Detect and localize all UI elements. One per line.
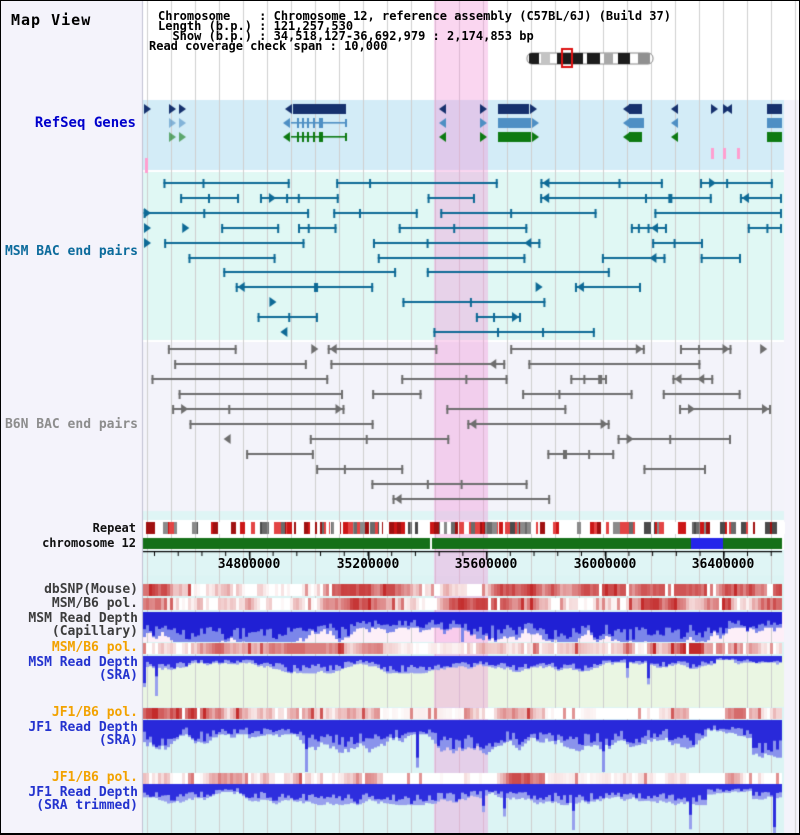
header-line-3: Show (b.p.) : 34,518,127-36,692,979 : 2,… — [158, 29, 534, 43]
jf1-read-depth-sra-sub: (SRA) — [98, 733, 138, 748]
msm-read-depth-sra-label: MSM Read Depth — [28, 655, 138, 670]
header-line-2: Length (b.p.) : 121,257,530 — [158, 19, 354, 33]
chromosome-12-label: chromosome 12 — [42, 536, 136, 550]
msm-read-depth-sra-sub: (SRA) — [98, 668, 138, 683]
msm-bac-label: MSM BAC end pairs — [4, 244, 138, 259]
msm-b6-pol-label: MSM/B6 pol. — [51, 596, 138, 611]
axis-label-35200000: 35200000 — [336, 557, 400, 572]
axis-label-35600000: 35600000 — [454, 557, 518, 572]
jf1-read-depth-trimmed-label: JF1 Read Depth — [28, 785, 138, 800]
jf1-b6-pol-label: JF1/B6 pol. — [51, 705, 138, 720]
b6n-bac-label: B6N BAC end pairs — [4, 417, 138, 432]
refseq-genes-label: RefSeq Genes — [34, 115, 136, 131]
msm-read-depth-capillary-label: MSM Read Depth — [28, 611, 138, 626]
axis-label-34800000: 34800000 — [217, 557, 281, 572]
dbsnp-mouse-label: dbSNP(Mouse) — [44, 582, 138, 597]
axis-label-36400000: 36400000 — [691, 557, 755, 572]
page-title: Map View — [11, 11, 92, 29]
msm-b6-pol-sra-label: MSM/B6 pol. — [51, 640, 138, 655]
jf1-b6-pol-2-label: JF1/B6 pol. — [51, 770, 138, 785]
jf1-read-depth-sra-label: JF1 Read Depth — [28, 720, 138, 735]
repeat-label: Repeat — [92, 521, 136, 535]
jf1-read-depth-trimmed-sub: (SRA trimmed) — [36, 798, 138, 813]
msm-read-depth-capillary-sub: (Capillary) — [51, 624, 138, 639]
header-line-4: Read coverage check span : 10,000 — [149, 39, 388, 53]
axis-label-36000000: 36000000 — [573, 557, 637, 572]
header-line-1: Chromosome : Chromosome 12, reference as… — [158, 9, 671, 23]
